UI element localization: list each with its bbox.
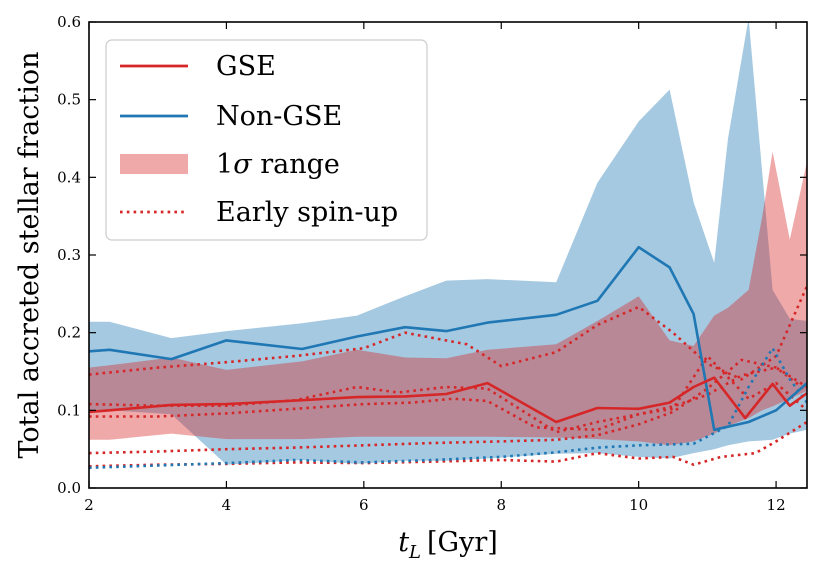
- y-tick-label: 0.3: [57, 246, 81, 264]
- series-non-gse: [89, 245, 807, 432]
- legend-label: Non-GSE: [216, 101, 342, 132]
- legend-item-3: Early spin-up: [120, 197, 398, 228]
- legend-frame: [105, 39, 428, 241]
- legend-item-1: Non-GSE: [120, 101, 342, 132]
- x-axis-title-unit: [Gyr]: [427, 527, 498, 558]
- series-early-spin-up-2: [89, 366, 807, 432]
- legend-label: Early spin-up: [216, 197, 398, 228]
- y-tick-label: 0.6: [57, 13, 81, 31]
- data-series: [89, 245, 807, 470]
- series-non-gse-early-spin-up: [89, 346, 807, 470]
- x-tick-label: 6: [359, 496, 369, 514]
- x-tick-label: 2: [84, 496, 94, 514]
- y-tick-label: 0.2: [57, 324, 81, 342]
- band-1: [89, 151, 807, 446]
- legend-label: GSE: [216, 51, 276, 82]
- x-tick-label: 10: [629, 496, 648, 514]
- x-axis-title: tL [Gyr]: [398, 527, 498, 563]
- x-tick-label: 8: [496, 496, 506, 514]
- y-tick-label: 0.4: [57, 168, 81, 186]
- series-early-spin-up-1: [89, 285, 807, 381]
- x-axis-ticks: 2 4 6 8 10 12: [84, 22, 786, 514]
- x-tick-label: 4: [222, 496, 232, 514]
- y-tick-label: 0.0: [57, 479, 81, 497]
- x-tick-label: 12: [767, 496, 786, 514]
- uncertainty-bands: [89, 22, 807, 465]
- x-axis-title-main: t: [398, 527, 409, 558]
- x-axis-title-sub: L: [408, 542, 421, 563]
- series-gse: [89, 376, 807, 424]
- y-axis-title: Total accreted stellar fraction: [14, 51, 45, 458]
- band-0: [89, 22, 807, 465]
- legend-label: 1σ range: [216, 149, 340, 180]
- legend-item-0: GSE: [120, 51, 276, 82]
- y-axis-ticks: 0.0 0.1 0.2 0.3 0.4 0.5 0.6: [57, 13, 807, 497]
- series-early-spin-up-5: [89, 420, 807, 468]
- y-tick-label: 0.1: [57, 401, 81, 419]
- legend: GSE Non-GSE 1σ range Early spin-up: [105, 39, 428, 241]
- legend-item-2: 1σ range: [120, 149, 340, 180]
- y-tick-label: 0.5: [57, 91, 81, 109]
- legend-swatch: [120, 154, 188, 174]
